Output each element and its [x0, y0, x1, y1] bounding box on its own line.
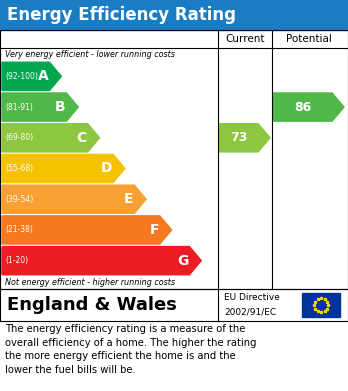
Text: Energy Efficiency Rating: Energy Efficiency Rating: [7, 6, 236, 24]
Polygon shape: [2, 93, 78, 121]
Text: (39-54): (39-54): [5, 195, 33, 204]
Polygon shape: [2, 62, 61, 90]
Bar: [302, 293, 340, 317]
Text: (21-38): (21-38): [5, 226, 33, 235]
Text: A: A: [38, 69, 48, 83]
Text: England & Wales: England & Wales: [7, 296, 177, 314]
Text: The energy efficiency rating is a measure of the
overall efficiency of a home. T: The energy efficiency rating is a measur…: [5, 324, 256, 375]
Text: D: D: [101, 161, 112, 176]
Polygon shape: [2, 154, 125, 183]
Text: Current: Current: [225, 34, 265, 44]
Text: Not energy efficient - higher running costs: Not energy efficient - higher running co…: [5, 278, 175, 287]
Bar: [0, 30, 348, 289]
Text: 86: 86: [294, 100, 311, 113]
Text: (55-68): (55-68): [5, 164, 33, 173]
Polygon shape: [273, 93, 344, 121]
Bar: [0, 289, 348, 321]
Text: B: B: [55, 100, 65, 114]
Text: F: F: [149, 223, 159, 237]
Polygon shape: [2, 247, 201, 275]
Polygon shape: [219, 124, 270, 152]
Text: (92-100): (92-100): [5, 72, 38, 81]
Text: (81-91): (81-91): [5, 102, 33, 111]
Text: C: C: [77, 131, 87, 145]
Text: Potential: Potential: [286, 34, 332, 44]
Text: 73: 73: [230, 131, 247, 144]
Polygon shape: [2, 185, 146, 213]
Text: EU Directive: EU Directive: [224, 294, 280, 303]
Polygon shape: [2, 124, 100, 152]
Polygon shape: [2, 216, 172, 244]
Text: 2002/91/EC: 2002/91/EC: [224, 307, 276, 316]
Text: E: E: [124, 192, 133, 206]
Text: G: G: [177, 254, 188, 268]
Text: Very energy efficient - lower running costs: Very energy efficient - lower running co…: [5, 50, 175, 59]
Bar: [0, 0, 348, 30]
Text: (69-80): (69-80): [5, 133, 33, 142]
Text: (1-20): (1-20): [5, 256, 28, 265]
